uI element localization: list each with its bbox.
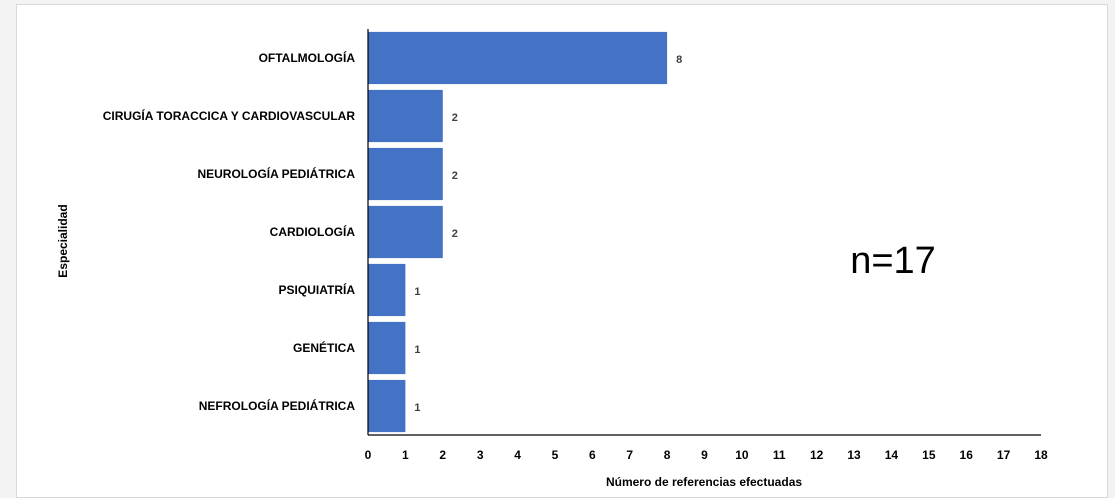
x-tick-label: 1 (402, 448, 409, 462)
bar (368, 263, 406, 317)
data-label: 2 (452, 112, 458, 124)
data-label: 2 (452, 228, 458, 240)
bar (368, 31, 668, 85)
category-label: GENÉTICA (293, 340, 355, 355)
data-labels-group: 8 2 2 2 1 1 1 (414, 54, 682, 414)
x-tick-label: 12 (810, 448, 824, 462)
bars-group (368, 31, 668, 433)
x-tick-label: 6 (589, 448, 596, 462)
x-tick-label: 7 (626, 448, 633, 462)
x-tick-label: 10 (735, 448, 749, 462)
y-axis-title: Especialidad (56, 204, 70, 277)
data-label: 1 (414, 344, 420, 356)
data-label: 1 (414, 402, 420, 414)
data-label: 8 (676, 54, 682, 66)
data-label: 2 (452, 170, 458, 182)
x-tick-label: 4 (514, 448, 521, 462)
x-axis-title: Número de referencias efectuadas (606, 475, 802, 489)
x-tick-label: 5 (552, 448, 559, 462)
category-label: CARDIOLOGÍA (270, 224, 356, 239)
bar (368, 89, 443, 143)
x-ticks-group: 0 1 2 3 4 5 6 7 8 9 10 11 12 13 14 15 16 17 18 (365, 448, 1048, 462)
data-label: 1 (414, 286, 420, 298)
x-tick-label: 13 (847, 448, 861, 462)
chart-frame (16, 4, 1108, 498)
bar (368, 321, 406, 375)
x-tick-label: 8 (664, 448, 671, 462)
category-label: CIRUGÍA TORACCICA Y CARDIOVASCULAR (103, 108, 356, 123)
x-tick-label: 17 (997, 448, 1011, 462)
x-tick-label: 14 (885, 448, 899, 462)
bar (368, 379, 406, 433)
category-labels-group: OFTALMOLOGÍA CIRUGÍA TORACCICA Y CARDIOVA… (103, 50, 356, 413)
category-label: NEFROLOGÍA PEDIÁTRICA (199, 398, 356, 413)
x-tick-label: 9 (701, 448, 708, 462)
x-tick-label: 15 (922, 448, 936, 462)
bar (368, 205, 443, 259)
x-tick-label: 11 (773, 448, 786, 462)
category-label: OFTALMOLOGÍA (259, 50, 356, 65)
bar (368, 147, 443, 201)
x-tick-label: 2 (439, 448, 446, 462)
x-tick-label: 3 (477, 448, 484, 462)
category-label: PSIQUIATRÍA (279, 282, 356, 297)
x-tick-label: 18 (1034, 448, 1048, 462)
x-tick-label: 16 (960, 448, 974, 462)
sample-size-annotation: n=17 (850, 240, 936, 282)
x-tick-label: 0 (365, 448, 372, 462)
category-label: NEUROLOGÍA PEDIÁTRICA (197, 166, 355, 181)
